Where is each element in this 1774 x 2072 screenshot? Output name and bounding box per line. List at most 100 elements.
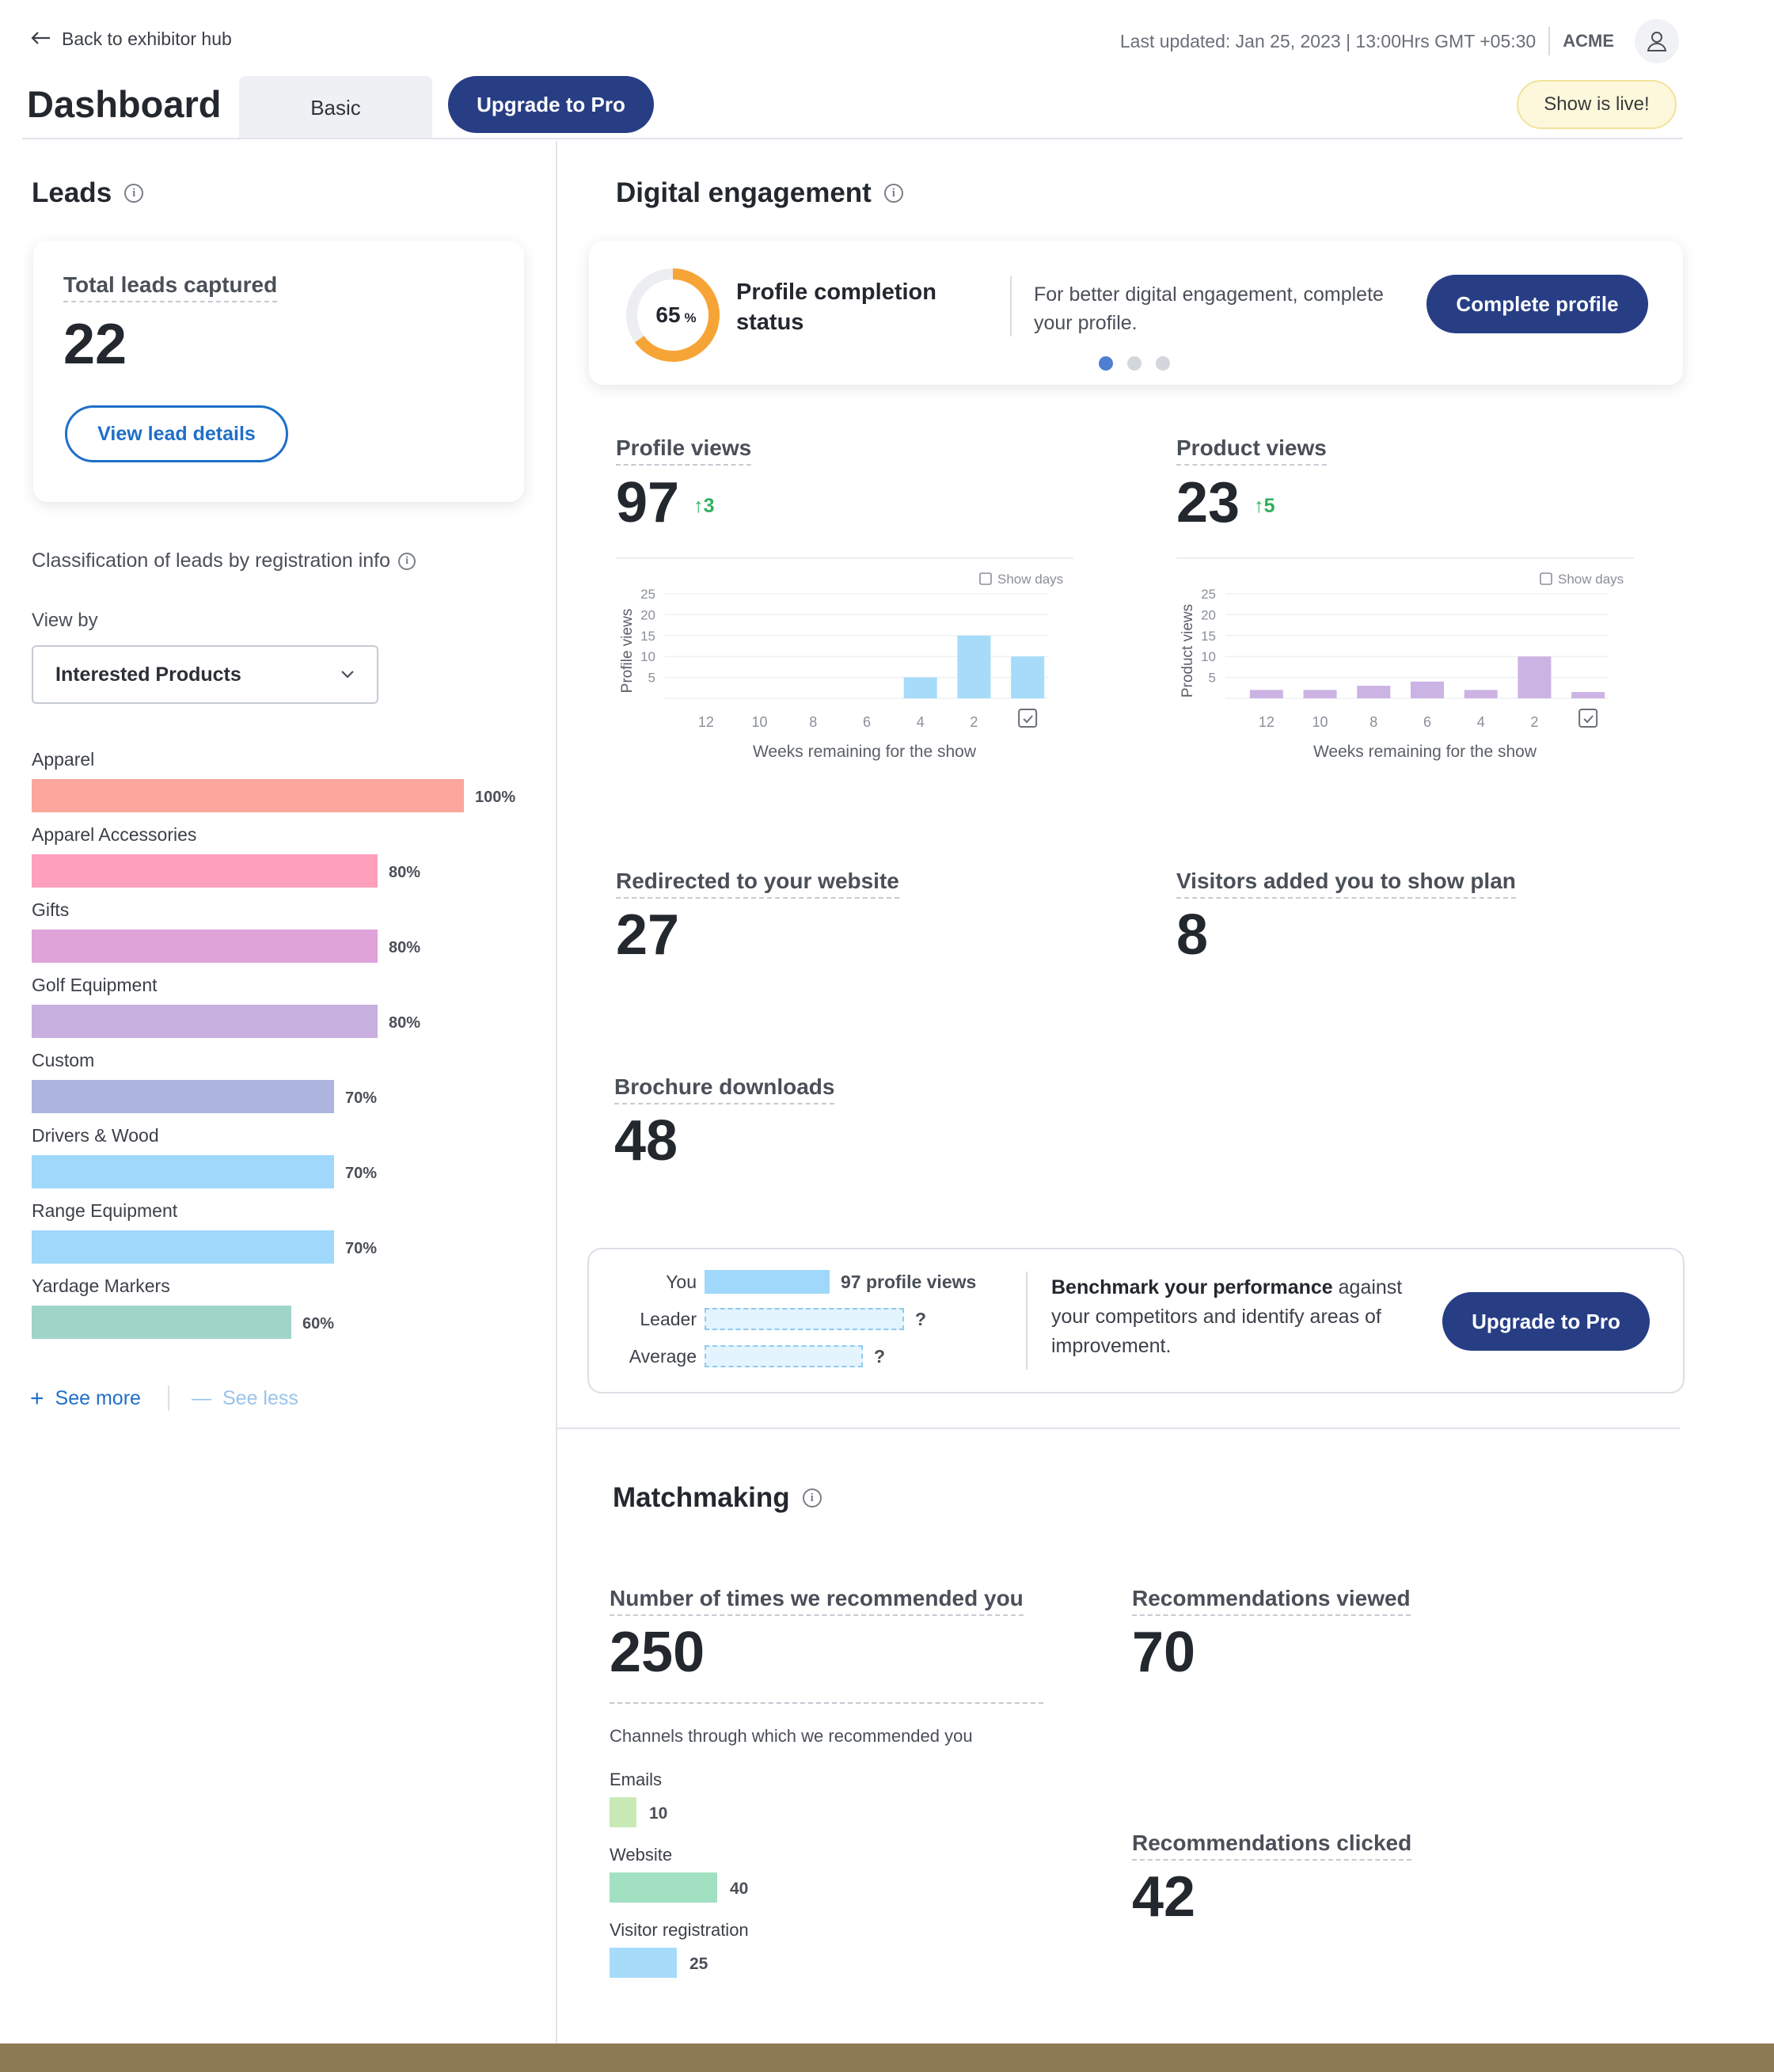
- total-leads-card: [33, 241, 524, 502]
- product-views-delta: ↑5: [1254, 495, 1274, 518]
- last-updated: Last updated: Jan 25, 2023 | 13:00Hrs GM…: [1119, 30, 1537, 51]
- y-tick-label: 20: [1201, 607, 1216, 622]
- category-bar: [32, 1005, 378, 1038]
- bar: [1011, 656, 1045, 698]
- bar: [903, 677, 937, 698]
- arrow-up-icon: ↑: [693, 495, 704, 517]
- category-percent: 70%: [345, 1089, 378, 1107]
- bar: [1357, 686, 1391, 698]
- x-tick-label: 8: [1369, 714, 1377, 730]
- benchmark-message: Benchmark your performance against your …: [1051, 1273, 1415, 1361]
- product-views-kpi: 23 ↑5: [1176, 470, 1275, 535]
- benchmark-leader-value: ?: [915, 1309, 927, 1329]
- channels-title: Channels through which we recommended yo…: [610, 1726, 973, 1746]
- view-lead-details-button[interactable]: View lead details: [65, 405, 288, 462]
- recommendations-clicked-label: Recommendations clicked: [1132, 1831, 1412, 1861]
- divider: [1026, 1272, 1028, 1370]
- category-percent: 80%: [389, 1014, 421, 1032]
- total-leads-value: 22: [63, 313, 127, 376]
- profile-completion-ring: 65 %: [626, 268, 720, 362]
- category-label: Range Equipment: [32, 1200, 178, 1221]
- category-bar: [32, 930, 378, 963]
- category-bar: [32, 854, 378, 888]
- x-tick-label: 6: [863, 714, 871, 730]
- divider: [1010, 276, 1012, 336]
- view-by-value: Interested Products: [55, 663, 241, 686]
- total-leads-label: Total leads captured: [63, 272, 278, 302]
- y-tick-label: 5: [1209, 671, 1216, 686]
- x-tick-label: 6: [1423, 714, 1431, 730]
- recommendations-viewed-value: 70: [1132, 1621, 1196, 1684]
- view-by-label: View by: [32, 610, 98, 631]
- show-days-legend: Show days: [1540, 572, 1624, 587]
- category-percent: 70%: [345, 1240, 378, 1257]
- benchmark-you-label: You: [666, 1272, 697, 1292]
- back-link[interactable]: Back to exhibitor hub: [30, 29, 232, 50]
- product-views-chart: 5 10 15 20 25 Product views Show days 12 10 8 6 4 2 W…: [1180, 572, 1624, 761]
- category-bar: [32, 1306, 291, 1339]
- info-icon[interactable]: i: [124, 184, 144, 203]
- benchmark-message-rest: against your competitors and identify ar…: [1051, 1276, 1403, 1357]
- x-tick-label: 2: [970, 714, 978, 730]
- channel-label: Emails: [610, 1770, 663, 1789]
- carousel-dot-active[interactable]: [1099, 356, 1113, 371]
- matchmaking-section-title: Matchmaking i: [613, 1482, 822, 1514]
- upgrade-button[interactable]: Upgrade to Pro: [448, 76, 654, 133]
- brochure-value: 48: [614, 1109, 678, 1173]
- divider: [1548, 27, 1551, 55]
- footer-band: [0, 2043, 1774, 2072]
- category-label: Gifts: [32, 899, 70, 920]
- info-icon[interactable]: i: [883, 184, 903, 203]
- category-label: Custom: [32, 1050, 95, 1070]
- calendar-icon: [979, 572, 992, 585]
- info-icon[interactable]: i: [398, 552, 416, 570]
- carousel-dot[interactable]: [1156, 356, 1170, 371]
- plus-icon: +: [30, 1385, 44, 1412]
- bar: [957, 635, 991, 698]
- channel-value: 25: [689, 1955, 708, 1973]
- user-avatar[interactable]: [1635, 19, 1679, 63]
- divider: [610, 1702, 1043, 1704]
- classification-title: Classification of leads by registration …: [32, 549, 416, 572]
- y-tick-label: 5: [648, 671, 655, 686]
- category-bar: [32, 1155, 334, 1188]
- back-link-label: Back to exhibitor hub: [62, 29, 232, 49]
- see-less-link[interactable]: — See less: [192, 1387, 298, 1410]
- category-label: Apparel Accessories: [32, 824, 197, 845]
- category-bar: [32, 1230, 334, 1264]
- x-tick-label: 12: [698, 714, 714, 730]
- benchmark-you-bar: [705, 1270, 830, 1294]
- classification-label: Classification of leads by registration …: [32, 549, 391, 572]
- brochure-label: Brochure downloads: [614, 1074, 835, 1104]
- benchmark-upgrade-button[interactable]: Upgrade to Pro: [1442, 1292, 1650, 1351]
- benchmark-average-label: Average: [629, 1346, 697, 1367]
- channel-label: Website: [610, 1845, 673, 1865]
- y-tick-label: 25: [1201, 587, 1216, 602]
- profile-views-delta: ↑3: [693, 495, 714, 518]
- benchmark-card: [587, 1248, 1685, 1393]
- category-bar: [32, 1080, 334, 1113]
- benchmark-average-bar: [705, 1345, 863, 1367]
- view-by-select[interactable]: Interested Products: [32, 645, 378, 704]
- category-label: Apparel: [32, 749, 95, 770]
- channel-bar: [610, 1797, 636, 1827]
- profile-views-value: 97: [616, 471, 680, 534]
- carousel-dot[interactable]: [1127, 356, 1142, 371]
- category-label: Yardage Markers: [32, 1276, 170, 1296]
- section-divider: [557, 1428, 1680, 1429]
- complete-profile-button[interactable]: Complete profile: [1426, 275, 1648, 333]
- bar: [1411, 681, 1444, 698]
- show-plan-value: 8: [1176, 903, 1209, 967]
- tab-basic[interactable]: Basic: [239, 76, 432, 139]
- x-tick-label: 8: [809, 714, 817, 730]
- see-more-label: See more: [55, 1387, 141, 1409]
- redirected-label: Redirected to your website: [616, 869, 899, 899]
- recommended-label: Number of times we recommended you: [610, 1586, 1024, 1616]
- x-tick-label: 12: [1259, 714, 1274, 730]
- y-tick-label: 25: [640, 587, 655, 602]
- info-icon[interactable]: i: [802, 1488, 822, 1507]
- category-label: Golf Equipment: [32, 975, 158, 995]
- see-more-link[interactable]: + See more: [30, 1385, 141, 1412]
- show-plan-label: Visitors added you to show plan: [1176, 869, 1516, 899]
- product-views-delta-value: 5: [1263, 495, 1275, 517]
